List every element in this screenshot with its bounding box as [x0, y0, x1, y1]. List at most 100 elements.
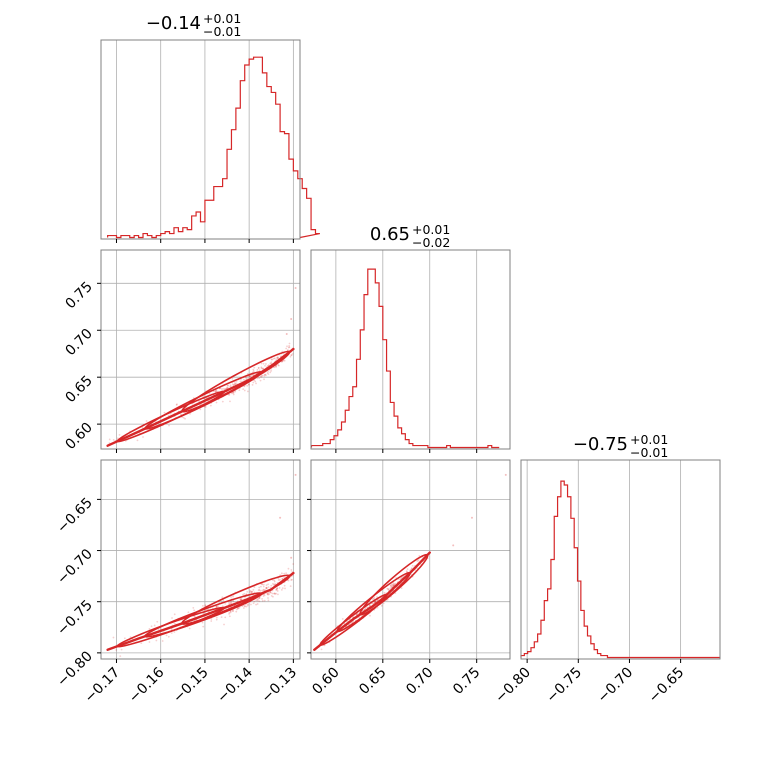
sample-point — [289, 585, 292, 588]
sample-point — [210, 618, 213, 620]
tick-label-y-1-3: 0.75 — [62, 279, 95, 312]
sample-point — [235, 608, 238, 611]
sample-point — [281, 587, 284, 589]
sample-point — [273, 592, 275, 595]
sample-point — [279, 578, 281, 581]
sample-point — [244, 605, 247, 608]
tick-label-x-1-0: 0.60 — [309, 665, 342, 698]
tick-label-y-1-1: 0.65 — [62, 373, 95, 406]
sample-point — [202, 604, 204, 607]
sample-point — [193, 609, 196, 612]
sample-point — [232, 391, 235, 394]
sample-point — [416, 560, 419, 562]
sample-point — [290, 579, 293, 581]
tick-label-x-0-2: −0.15 — [170, 665, 212, 707]
sample-point — [229, 385, 232, 388]
sample-point — [251, 384, 254, 386]
sample-point — [261, 599, 264, 602]
sample-point — [226, 386, 229, 389]
sample-point — [266, 372, 269, 375]
sample-point — [287, 579, 290, 582]
sample-point — [259, 379, 262, 382]
sample-point — [229, 611, 232, 614]
tick-label-x-2-3: −0.65 — [646, 665, 688, 707]
sample-point — [275, 365, 277, 367]
sample-point — [275, 588, 278, 591]
sample-point — [263, 589, 265, 592]
sample-point — [188, 627, 191, 630]
sample-point — [170, 628, 173, 631]
sample-point — [369, 604, 371, 606]
sample-point — [155, 639, 158, 642]
sample-point — [278, 587, 281, 589]
sample-point — [276, 356, 279, 359]
sample-point — [232, 383, 235, 386]
sample-point — [405, 570, 408, 573]
sample-point — [258, 596, 261, 599]
sample-point — [251, 591, 253, 594]
sample-point — [272, 595, 274, 598]
title-param-0: −0.14 +0.01 −0.01 — [146, 11, 241, 39]
sample-point — [273, 366, 276, 369]
sample-point — [261, 367, 264, 370]
sample-point — [260, 367, 263, 370]
sample-point — [281, 577, 284, 580]
sample-point — [245, 377, 248, 380]
sample-point — [228, 611, 231, 614]
sample-point — [236, 607, 239, 610]
tick-label-y-2-1: −0.75 — [54, 597, 96, 639]
sample-point — [390, 585, 393, 588]
sample-point — [277, 364, 280, 367]
sample-point — [265, 587, 267, 590]
grid-layer — [101, 40, 682, 659]
sample-point — [230, 602, 232, 605]
sample-point — [260, 362, 263, 365]
sample-point — [246, 604, 249, 607]
tick-label-x-1-3: 0.75 — [450, 665, 483, 698]
sample-point — [252, 368, 255, 371]
sample-point — [392, 585, 394, 587]
sample-point — [275, 366, 277, 368]
sample-point — [223, 623, 225, 626]
sample-point — [209, 404, 212, 407]
sample-point — [249, 589, 252, 592]
sample-point — [270, 358, 273, 361]
sample-point — [246, 390, 249, 393]
title-param-2-value: −0.75 — [573, 434, 628, 455]
sample-point — [277, 579, 280, 582]
sample-point — [148, 641, 151, 643]
title-param-1-plus: +0.01 — [412, 222, 450, 237]
sample-point — [210, 620, 213, 622]
sample-point — [283, 359, 286, 362]
histogram-param-2 — [520, 480, 721, 659]
sample-point — [115, 649, 118, 651]
sample-point — [269, 371, 272, 374]
sample-point — [276, 357, 279, 360]
sample-point — [201, 621, 204, 624]
sample-point — [258, 586, 261, 589]
sample-point — [156, 620, 159, 623]
outlier-point-0 — [504, 473, 507, 476]
sample-point — [389, 584, 392, 587]
sample-point — [222, 388, 225, 390]
sample-point — [173, 631, 176, 633]
sample-point — [261, 598, 263, 600]
sample-point — [260, 374, 263, 377]
sample-point — [215, 616, 218, 619]
title-param-0-plus: +0.01 — [203, 11, 241, 26]
sample-point — [270, 370, 273, 372]
sample-point — [232, 392, 235, 395]
sample-point — [263, 374, 266, 377]
sample-point — [145, 420, 148, 422]
sample-point — [215, 389, 218, 392]
sample-point — [123, 637, 126, 640]
sample-point — [221, 596, 224, 599]
sample-point — [189, 412, 192, 415]
sample-point — [265, 587, 268, 590]
sample-point — [380, 604, 383, 607]
sample-point — [387, 588, 390, 590]
sample-point — [227, 384, 230, 387]
sample-point — [391, 586, 393, 588]
outlier-point-1 — [285, 333, 288, 336]
sample-point — [355, 613, 358, 616]
